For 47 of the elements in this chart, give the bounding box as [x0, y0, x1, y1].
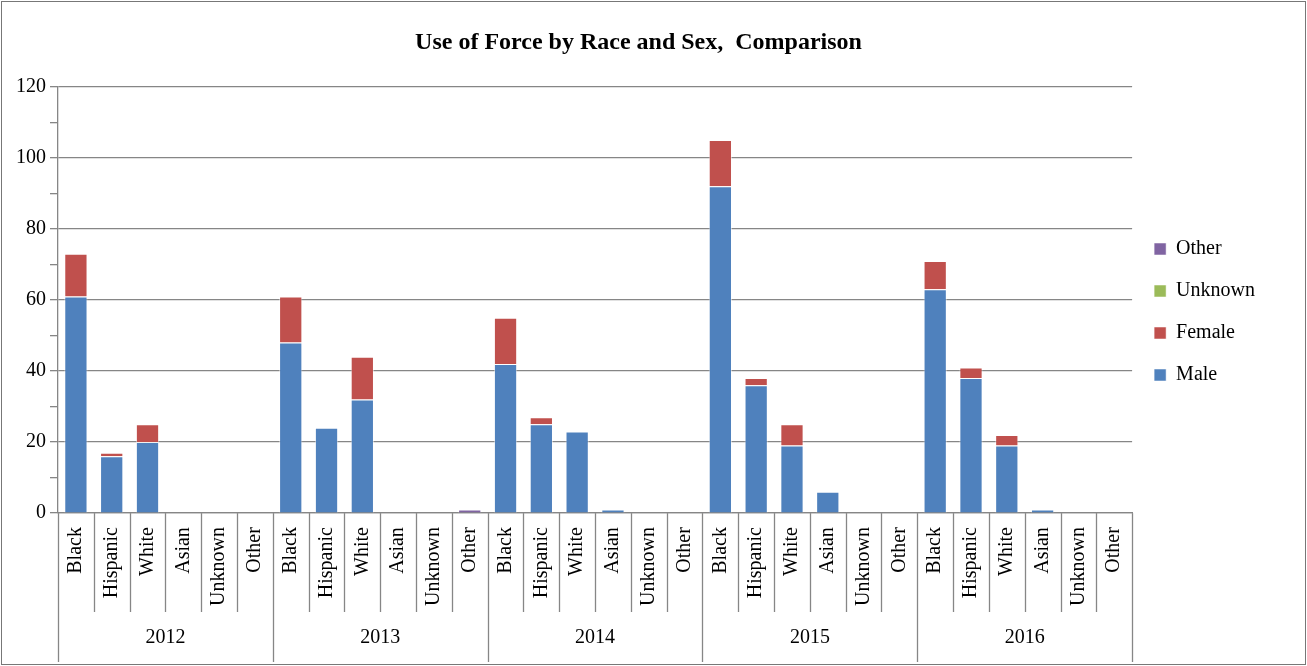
x-tick-label: Asian: [385, 527, 408, 574]
y-tick-label: 80: [26, 216, 46, 239]
legend-label: Male: [1176, 362, 1218, 385]
y-tick-label: 120: [16, 74, 46, 97]
x-tick-label: Black: [707, 527, 730, 574]
chart-title: Use of Force by Race and Sex, Comparison: [415, 27, 862, 54]
text: 2013: [360, 625, 401, 648]
y-tick-label: 0: [36, 500, 46, 523]
x-tick-label: Black: [63, 527, 86, 574]
x-tick-label: Hispanic: [958, 526, 982, 599]
x-tick-label: Unknown: [1065, 527, 1088, 606]
y-tick-label: 40: [26, 358, 46, 381]
legend-label: Unknown: [1176, 278, 1255, 301]
x-tick-label: Hispanic: [313, 526, 337, 599]
x-tick-label: White: [779, 527, 802, 576]
x-tick-label: Asian: [815, 527, 838, 574]
x-tick-label: Unknown: [206, 527, 229, 606]
x-tick-label: Black: [922, 527, 945, 574]
x-tick-label: White: [134, 527, 157, 576]
x-tick-label: Asian: [1029, 527, 1052, 574]
y-tick-label: 60: [26, 287, 46, 310]
x-tick-label: White: [564, 527, 587, 576]
text: 2015: [789, 625, 830, 648]
x-tick-label: White: [994, 527, 1017, 576]
x-tick-label: Hispanic: [98, 526, 122, 599]
x-tick-label: Other: [886, 526, 909, 573]
x-tick-label: Other: [242, 526, 265, 573]
text: 2016: [1004, 625, 1045, 648]
x-tick-label: Unknown: [850, 527, 873, 606]
legend-label: Other: [1176, 236, 1222, 259]
x-tick-label: Black: [277, 527, 300, 574]
x-tick-label: Other: [1101, 526, 1124, 573]
x-tick-label: Hispanic: [528, 526, 552, 599]
text: 2014: [575, 625, 616, 648]
y-tick-label: 100: [16, 145, 46, 168]
text: 2012: [145, 625, 186, 648]
x-tick-label: Asian: [600, 527, 623, 574]
x-tick-label: Hispanic: [743, 526, 767, 599]
legend-label: Female: [1176, 320, 1236, 343]
x-tick-label: White: [349, 527, 372, 576]
y-tick-label: 20: [26, 429, 46, 452]
x-tick-label: Black: [492, 527, 515, 574]
x-tick-label: Unknown: [636, 527, 659, 606]
x-tick-label: Other: [671, 526, 694, 573]
x-tick-label: Unknown: [421, 527, 444, 606]
x-tick-label: Other: [456, 526, 479, 573]
x-tick-label: Asian: [170, 527, 193, 574]
